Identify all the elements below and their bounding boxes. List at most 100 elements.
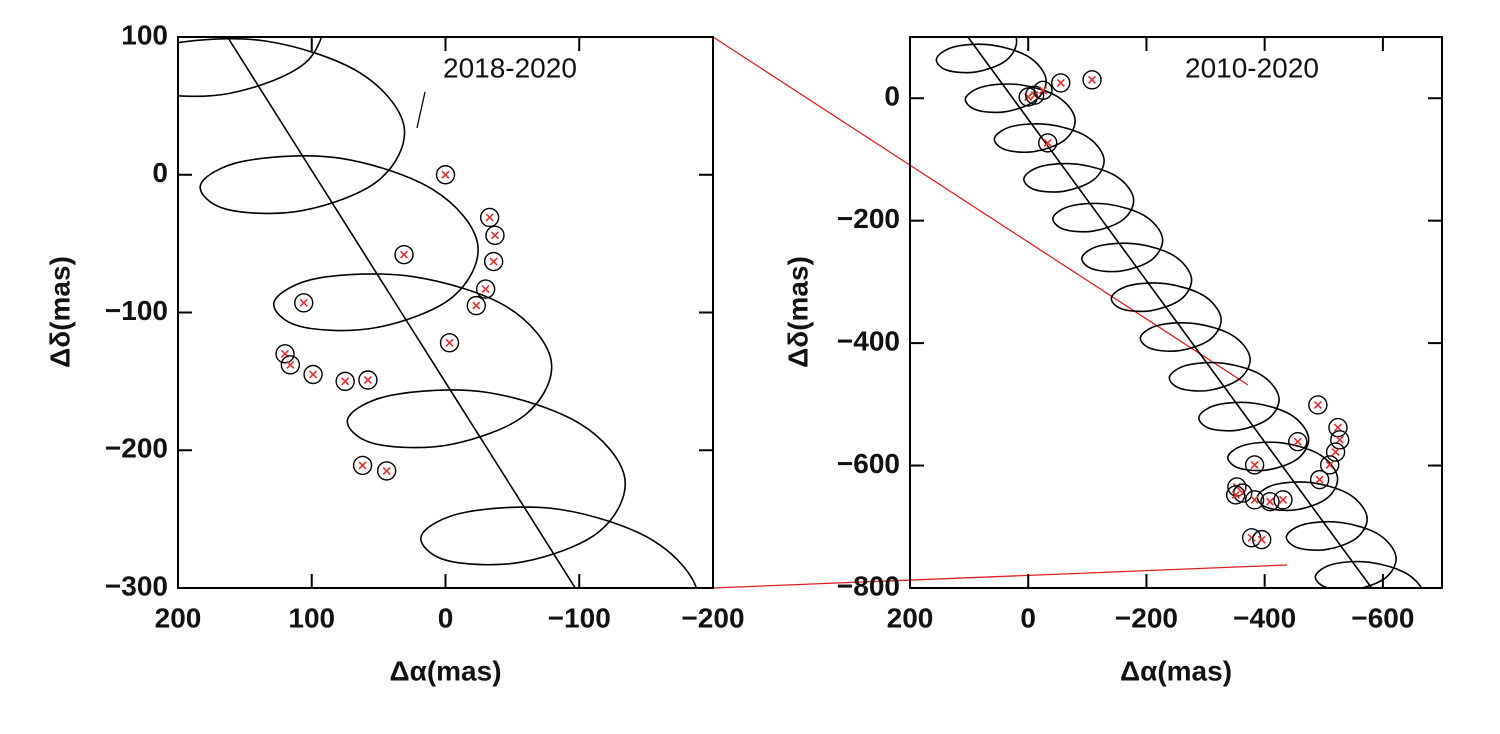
data-point xyxy=(439,333,460,353)
point-circle xyxy=(435,165,456,185)
zoom-line xyxy=(712,36,1249,386)
point-circle xyxy=(294,293,314,313)
x-tick-label: 200 xyxy=(155,602,202,633)
chart: 200 0 −200 −400 −600 −800 −600 −400 −200 0 Δα(mas)… xyxy=(782,36,1443,686)
data-point xyxy=(485,225,505,246)
data-point xyxy=(376,461,397,481)
data-point xyxy=(394,244,414,265)
point-cross xyxy=(481,285,490,294)
point-cross xyxy=(1335,435,1344,444)
x-tick-label: 0 xyxy=(438,602,454,633)
data-point xyxy=(335,371,355,392)
point-circle xyxy=(439,333,460,353)
y-tick-label: −200 xyxy=(837,203,900,234)
point-cross xyxy=(1250,460,1259,470)
y-tick-label: −300 xyxy=(105,570,168,601)
point-cross xyxy=(1043,138,1052,147)
data-point xyxy=(479,207,500,228)
data-point xyxy=(1033,80,1053,100)
data-point xyxy=(1288,431,1308,452)
point-cross xyxy=(1333,423,1343,432)
point-cross xyxy=(286,360,295,369)
point-circle xyxy=(1288,431,1308,452)
zoom-line xyxy=(712,564,1288,589)
data-point xyxy=(1273,490,1293,510)
point-circle xyxy=(1328,417,1348,438)
y-tick-label: −400 xyxy=(837,326,900,357)
x-tick-label: −200 xyxy=(1115,602,1178,633)
point-cross xyxy=(1331,448,1340,457)
point-cross xyxy=(1313,400,1322,410)
point-cross xyxy=(485,213,494,222)
point-cross xyxy=(1257,535,1266,544)
point-circle xyxy=(1319,455,1340,475)
x-tick-label: −200 xyxy=(681,602,744,633)
data-point xyxy=(294,293,314,313)
point-circle xyxy=(1033,80,1053,100)
data-point xyxy=(1226,485,1246,505)
plot-area xyxy=(935,37,1423,588)
data-point xyxy=(1244,455,1265,475)
data-point xyxy=(483,251,504,272)
data-point xyxy=(1328,417,1348,438)
data-point xyxy=(358,370,378,390)
data-point xyxy=(1308,395,1328,415)
data-point xyxy=(1051,73,1071,93)
point-cross xyxy=(358,461,367,470)
point-cross xyxy=(1278,495,1288,504)
data-point xyxy=(1319,455,1340,475)
point-circle xyxy=(1260,491,1280,512)
data-point xyxy=(1260,491,1280,512)
x-tick-label: −100 xyxy=(548,602,611,633)
point-circle xyxy=(303,364,323,385)
point-cross xyxy=(1087,75,1097,84)
x-axis-label: Δα(mas) xyxy=(1120,655,1232,686)
x-tick-label: 100 xyxy=(288,602,335,633)
point-circle xyxy=(1273,490,1293,510)
data-point xyxy=(1082,70,1102,90)
point-circle xyxy=(483,251,504,272)
point-cross xyxy=(299,298,308,307)
point-cross xyxy=(1315,475,1324,484)
point-circle xyxy=(1082,70,1102,90)
data-point xyxy=(275,344,295,364)
point-cross xyxy=(472,301,481,310)
curve xyxy=(178,37,698,588)
x-axis-label: Δα(mas) xyxy=(389,655,501,686)
data-point xyxy=(1038,133,1058,153)
point-cross xyxy=(441,170,450,179)
annotation: 2010-2020 xyxy=(1185,52,1319,83)
data-point xyxy=(280,355,301,375)
point-cross xyxy=(490,231,500,240)
point-cross xyxy=(1265,497,1275,506)
point-circle xyxy=(1309,469,1330,490)
curve xyxy=(226,37,576,588)
point-circle xyxy=(1244,455,1265,475)
annotation: 2018-2020 xyxy=(443,52,577,83)
point-cross xyxy=(1325,460,1334,470)
plot-area xyxy=(178,37,698,588)
point-circle xyxy=(1051,73,1071,93)
data-point xyxy=(352,455,373,476)
point-cross xyxy=(382,466,391,475)
y-tick-label: −600 xyxy=(837,448,900,479)
point-circle xyxy=(1252,529,1272,550)
point-cross xyxy=(1250,495,1259,504)
y-tick-label: 100 xyxy=(121,19,168,50)
point-cross xyxy=(445,338,454,347)
point-circle xyxy=(275,344,295,364)
point-cross xyxy=(1056,78,1065,87)
data-point xyxy=(1309,469,1330,490)
point-circle xyxy=(1038,133,1058,153)
point-cross xyxy=(341,377,350,386)
point-circle xyxy=(475,279,496,299)
point-circle xyxy=(1226,485,1246,505)
point-circle xyxy=(394,244,414,265)
data-point xyxy=(1244,490,1265,510)
curve xyxy=(935,37,1423,588)
point-circle xyxy=(280,355,301,375)
y-axis-label: Δδ(mas) xyxy=(44,256,75,368)
x-tick-label: 200 xyxy=(887,602,934,633)
y-tick-label: 0 xyxy=(884,81,900,112)
